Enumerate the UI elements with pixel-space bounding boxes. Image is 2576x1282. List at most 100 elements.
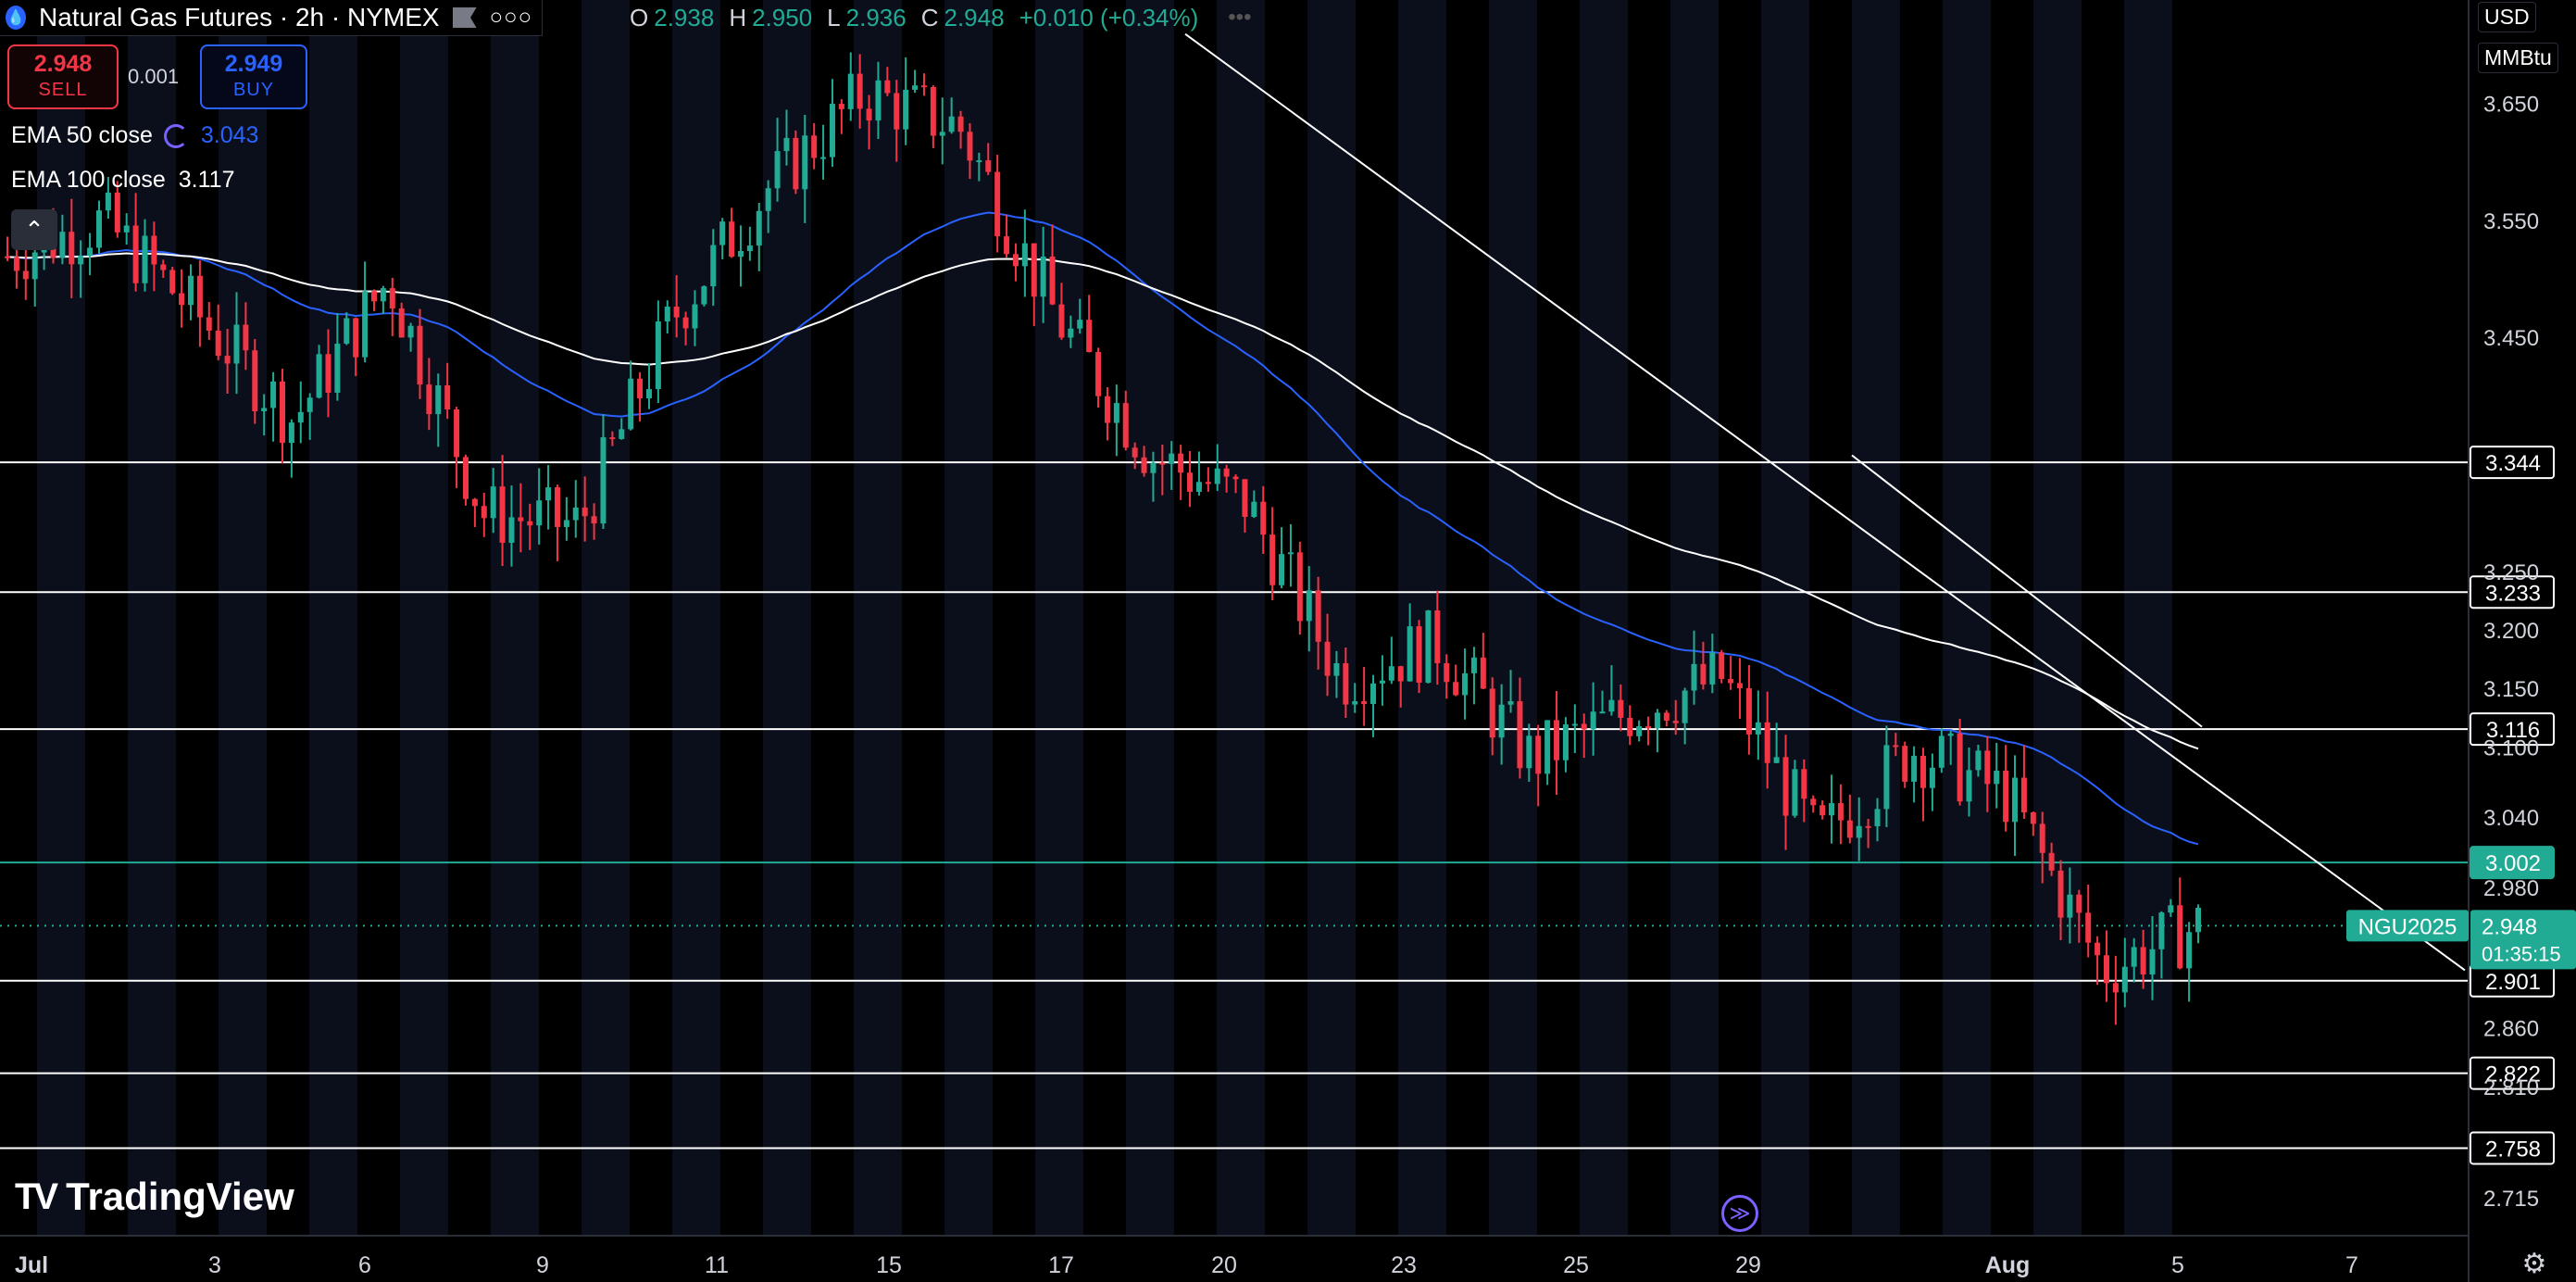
candle-body (344, 318, 350, 345)
candle (215, 304, 221, 361)
candle-body (1571, 723, 1578, 726)
session-band (1580, 0, 1628, 1236)
candle (2104, 930, 2110, 1002)
ellipsis-icon[interactable]: ••• (1228, 5, 1252, 30)
close-label: C (920, 3, 939, 31)
candle (1296, 541, 1303, 635)
candle (1489, 677, 1495, 756)
symbol-title[interactable]: Natural Gas Futures · 2h · NYMEX (39, 3, 440, 31)
candle-body (1132, 447, 1138, 458)
change-value: +0.010 (+0.34%) (1019, 3, 1199, 31)
candle-body (59, 232, 66, 258)
candle-body (1911, 755, 1918, 782)
candle (380, 285, 386, 314)
candle (545, 465, 552, 530)
open-value: 2.938 (654, 3, 715, 31)
candle-body (1745, 687, 1752, 735)
candle (196, 260, 203, 347)
ema100-legend[interactable]: EMA 100 close 3.117 (11, 167, 234, 194)
ema50-legend[interactable]: EMA 50 close 3.043 (11, 122, 258, 149)
candle-body (398, 308, 405, 338)
buy-button[interactable]: 2.949 BUY (200, 44, 307, 109)
candle (426, 358, 432, 431)
candle-body (1663, 712, 1669, 722)
candle-body (1113, 403, 1119, 423)
candle (1947, 730, 1954, 765)
sell-price: 2.948 (33, 51, 93, 77)
candle-body (123, 225, 130, 233)
candle-body (1810, 798, 1817, 806)
candle-body (1829, 803, 1835, 816)
candle (1966, 748, 1972, 817)
candle-body (206, 317, 212, 331)
candle (1819, 800, 1826, 820)
candle-body (645, 389, 652, 399)
session-band (219, 0, 267, 1236)
candle-body (380, 288, 386, 302)
candle (261, 394, 268, 435)
candle (1517, 677, 1523, 779)
candle-body (1517, 701, 1523, 769)
candle (471, 497, 478, 528)
more-dots-icon[interactable]: ○○○ (489, 5, 533, 30)
level-price-label: 2.822 (2470, 1056, 2555, 1090)
candle (1343, 647, 1349, 719)
candle (912, 69, 919, 94)
candle-body (1672, 721, 1679, 723)
unit-selector[interactable]: MMBtu (2478, 43, 2558, 73)
candle-body (1627, 717, 1633, 736)
flag-icon[interactable] (452, 7, 477, 28)
candle (370, 289, 377, 311)
candle (1379, 655, 1385, 706)
candle (2095, 936, 2101, 986)
candle (1856, 797, 1862, 861)
session-band (1307, 0, 1356, 1236)
sync-icon[interactable] (163, 124, 188, 149)
high-value: 2.950 (752, 3, 813, 31)
candle (105, 177, 111, 220)
candle (389, 277, 395, 336)
candle-body (132, 225, 139, 283)
session-band (2033, 0, 2082, 1236)
candle-body (1507, 701, 1514, 705)
level-price-text: 2.822 (2485, 1062, 2541, 1087)
time-tick-label: Aug (1985, 1252, 2031, 1278)
candle-body (1599, 711, 1606, 714)
symbol-header[interactable]: 💧 Natural Gas Futures · 2h · NYMEX ○○○ (0, 0, 544, 36)
candle-body (673, 307, 680, 318)
sell-button[interactable]: 2.948 SELL (7, 44, 119, 109)
candle (2131, 937, 2137, 983)
time-tick-label: 29 (1735, 1252, 1761, 1278)
candle (1829, 774, 1835, 844)
candle-body (1214, 468, 1220, 484)
price-tick-label: 2.980 (2483, 876, 2539, 901)
candle (2067, 867, 2073, 944)
level-price-box (2470, 575, 2555, 610)
collapse-legend-button[interactable]: ⌃ (11, 209, 57, 250)
level-price-text: 3.233 (2485, 581, 2541, 606)
candle-body (2095, 942, 2101, 956)
candle (1416, 620, 1422, 694)
price-tick-label: 3.100 (2483, 735, 2539, 760)
candle (5, 236, 10, 261)
candle-body (903, 89, 909, 130)
candle-body (389, 288, 395, 308)
gear-icon[interactable]: ⚙ (2521, 1249, 2547, 1279)
price-tick-label: 2.860 (2483, 1017, 2539, 1042)
replay-button[interactable]: ≫ (1721, 1195, 1758, 1232)
candle-body (1618, 699, 1624, 718)
currency-selector[interactable]: USD (2478, 2, 2536, 32)
price-tick-label: 3.550 (2483, 209, 2539, 234)
candle-body (87, 247, 94, 257)
session-band (1761, 0, 1809, 1236)
candle (1232, 474, 1239, 494)
candle-body (1819, 805, 1826, 816)
candle-body (1947, 733, 1954, 736)
tradingview-mark-icon: TV (15, 1175, 58, 1217)
candle (481, 492, 487, 537)
candle (957, 110, 964, 149)
candle-body (1260, 501, 1267, 535)
candle (829, 79, 835, 168)
candle (1498, 684, 1505, 765)
